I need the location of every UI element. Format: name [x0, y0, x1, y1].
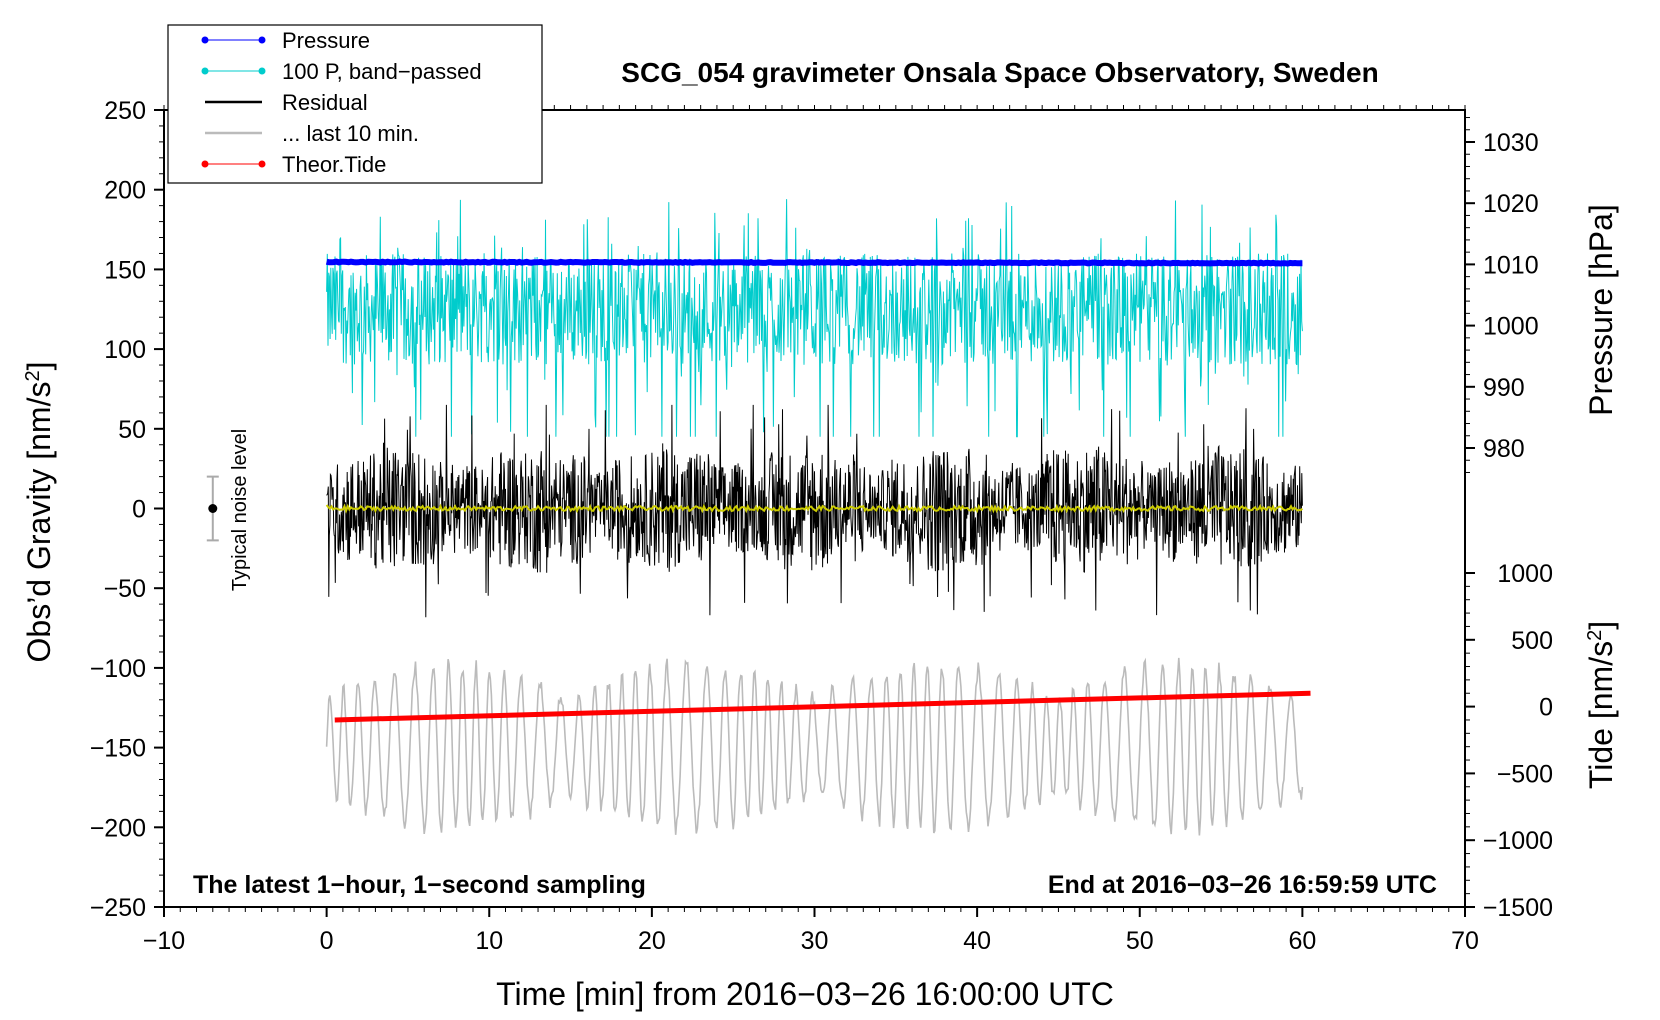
y-tide-tick-label: 0: [1539, 694, 1553, 722]
sampling-annotation: The latest 1−hour, 1−second sampling: [193, 871, 646, 899]
axes-layer: −10 0 10 20 30 40 50 60 70250200150100500−50−100…: [90, 97, 1553, 955]
y-left-tick-label: 0: [132, 496, 146, 524]
pressure-series-line: [325, 258, 1303, 267]
x-tick-label: −10: [143, 927, 185, 955]
last-10-min-series-line: [325, 657, 1304, 836]
y-pressure-tick-label: 1020: [1483, 190, 1539, 218]
x-tick-label: 30: [801, 927, 829, 955]
y-pressure-tick-label: 1010: [1483, 251, 1539, 279]
y-left-tick-label: 150: [104, 256, 146, 284]
text-layer: SCG_054 gravimeter Onsala Space Observat…: [21, 57, 1619, 1012]
legend-marker-left: [201, 36, 209, 44]
y-left-tick-label: −50: [104, 575, 146, 603]
smoothed-residual-line: [325, 503, 1304, 514]
tide-series-line: [334, 690, 1311, 723]
y-left-tick-label: −250: [90, 894, 146, 922]
y-axis-left-label: Obs’d Gravity [nm/s2]: [21, 362, 57, 663]
legend-label: ... last 10 min.: [282, 121, 419, 146]
legend-label: Residual: [282, 90, 368, 115]
y-left-tick-label: 50: [118, 416, 146, 444]
legend: Pressure 100 P, band−passed Residual ... la…: [167, 24, 543, 184]
chart-title: SCG_054 gravimeter Onsala Space Observat…: [621, 57, 1378, 88]
y-pressure-tick-label: 1030: [1483, 129, 1539, 157]
y-axis-tide-label: Tide [nm/s2]: [1583, 621, 1619, 789]
y-tide-tick-label: −1000: [1483, 827, 1553, 855]
y-pressure-tick-label: 980: [1483, 435, 1525, 463]
legend-label: Theor.Tide: [282, 152, 386, 177]
y-tide-tick-label: −500: [1497, 760, 1553, 788]
series-layer: [325, 199, 1311, 836]
legend-label: 100 P, band−passed: [282, 59, 482, 84]
y-left-tick-label: −100: [90, 655, 146, 683]
legend-marker-left: [201, 67, 209, 75]
residual-series-line: [326, 404, 1303, 618]
x-tick-label: 10: [475, 927, 503, 955]
x-tick-label: 20: [638, 927, 666, 955]
x-tick-label: 50: [1126, 927, 1154, 955]
y-tide-tick-label: −1500: [1483, 894, 1553, 922]
y-left-tick-label: 250: [104, 97, 146, 125]
legend-box: [167, 24, 543, 184]
legend-marker-right: [258, 160, 266, 168]
bandpassed-series-line: [326, 199, 1303, 438]
x-tick-label: 0: [320, 927, 334, 955]
y-axis-pressure-label: Pressure [hPa]: [1583, 204, 1619, 416]
legend-marker-right: [258, 67, 266, 75]
y-left-tick-label: −200: [90, 814, 146, 842]
x-axis-label: Time [min] from 2016−03−26 16:00:00 UTC: [496, 976, 1114, 1012]
y-left-tick-label: 100: [104, 336, 146, 364]
legend-label: Pressure: [282, 28, 370, 53]
noise-bar-center: [208, 504, 218, 513]
y-pressure-tick-label: 990: [1483, 374, 1525, 402]
x-tick-label: 60: [1288, 927, 1316, 955]
noise-level-label: Typical noise level: [229, 429, 251, 591]
x-tick-label: 70: [1451, 927, 1479, 955]
y-pressure-tick-label: 1000: [1483, 313, 1539, 341]
x-tick-label: 40: [963, 927, 991, 955]
end-time-annotation: End at 2016−03−26 16:59:59 UTC: [1048, 871, 1437, 899]
y-tide-tick-label: 500: [1511, 627, 1553, 655]
y-tide-tick-label: 1000: [1497, 560, 1553, 588]
legend-marker-right: [258, 36, 266, 44]
y-left-tick-label: 200: [104, 177, 146, 205]
y-left-tick-label: −150: [90, 735, 146, 763]
legend-marker-left: [201, 160, 209, 168]
